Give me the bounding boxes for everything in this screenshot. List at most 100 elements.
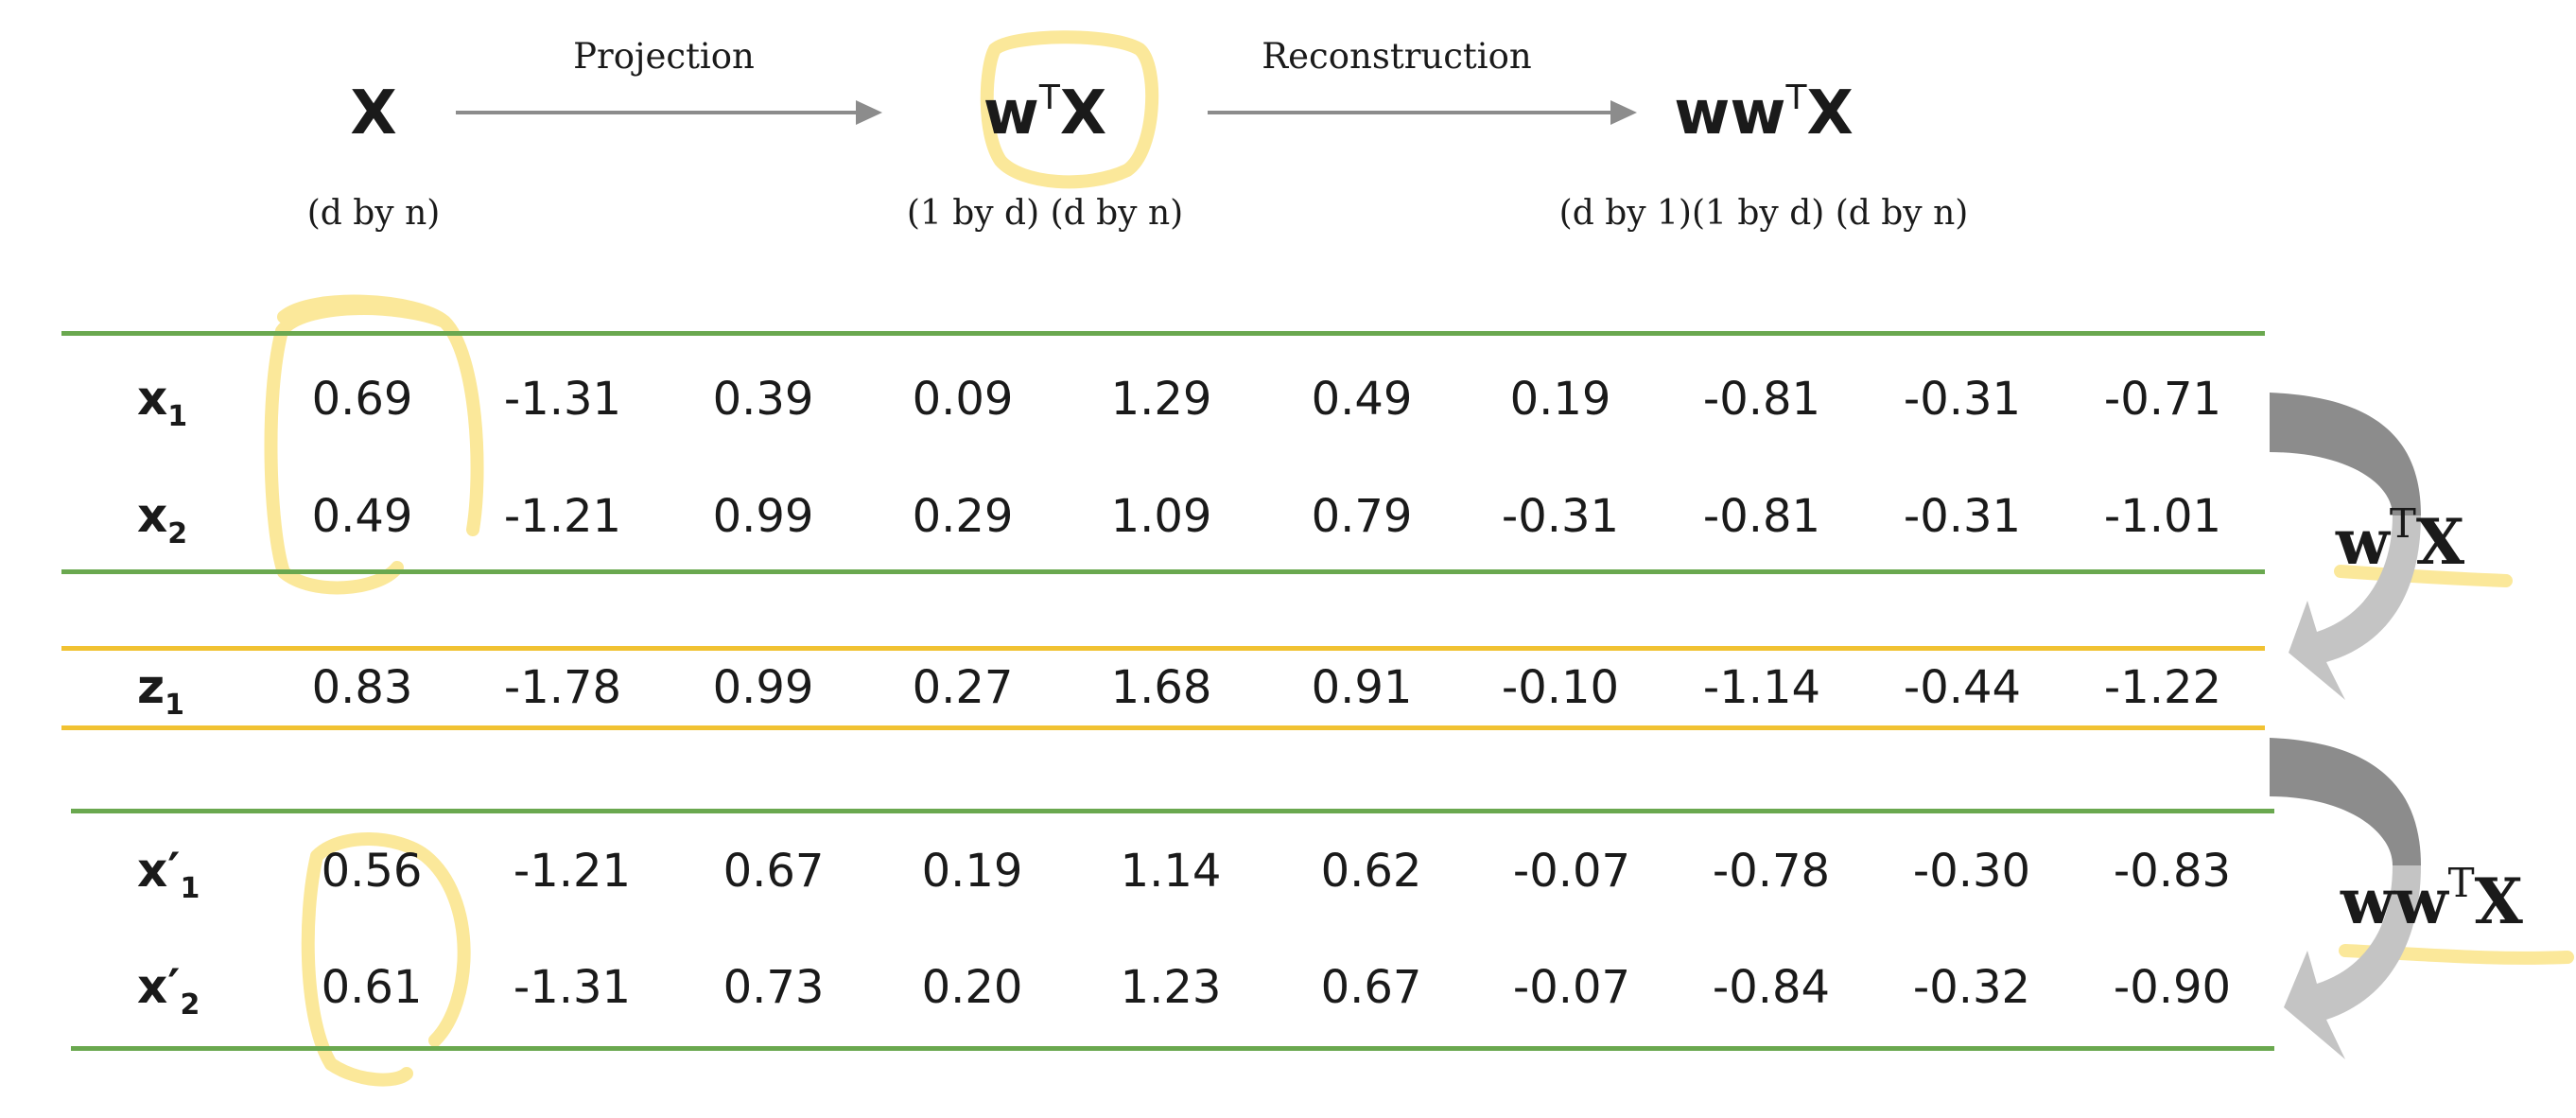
expr-projection-base: X — [1059, 79, 1107, 148]
expr-projection-sup: T — [1038, 79, 1060, 117]
cell-reconstructed-r2-c2: -1.31 — [513, 961, 632, 1014]
row-label-original-1-subscript: 1 — [167, 400, 188, 433]
side-label-projection: wTX — [2336, 504, 2464, 574]
row-label-projected-1-subscript: 1 — [165, 689, 184, 722]
cell-original-r2-c4: 0.29 — [912, 490, 1014, 543]
cell-projected-r1-c7: -0.10 — [1501, 661, 1620, 714]
row-label-original-1-base: x — [137, 371, 168, 426]
cell-original-r2-c10: -1.01 — [2103, 490, 2222, 543]
cell-original-r2-c1: 0.49 — [311, 490, 413, 543]
side-label-reconstruction-w: ww — [2341, 865, 2448, 938]
cell-original-r1-c5: 1.29 — [1110, 373, 1212, 426]
rule-projected-bottom — [61, 725, 2265, 730]
cell-projected-r1-c8: -1.14 — [1702, 661, 1821, 714]
side-arrow-lower — [2270, 738, 2421, 1059]
cell-reconstructed-r1-c1: 0.56 — [321, 845, 423, 898]
cell-original-r1-c4: 0.09 — [912, 373, 1014, 426]
side-label-projection-w: w — [2336, 505, 2390, 579]
expr-reconstruction-sup: T — [1785, 79, 1807, 117]
expr-projection: wTX — [983, 81, 1106, 145]
cell-reconstructed-r1-c2: -1.21 — [513, 845, 632, 898]
row-label-original-1: x1 — [137, 375, 187, 431]
reconstruction-arrow — [1208, 100, 1637, 125]
cell-original-r1-c7: 0.19 — [1509, 373, 1611, 426]
row-label-reconstructed-2-prime: ′ — [167, 959, 181, 1014]
cell-original-r1-c1: 0.69 — [311, 373, 413, 426]
cell-original-r1-c8: -0.81 — [1702, 373, 1821, 426]
cell-reconstructed-r1-c4: 0.19 — [921, 845, 1023, 898]
cell-original-r2-c2: -1.21 — [503, 490, 622, 543]
cell-reconstructed-r2-c1: 0.61 — [321, 961, 423, 1014]
cell-reconstructed-r2-c9: -0.32 — [1912, 961, 2031, 1014]
cell-original-r1-c6: 0.49 — [1311, 373, 1413, 426]
cell-projected-r1-c3: 0.99 — [712, 661, 814, 714]
cell-projected-r1-c4: 0.27 — [912, 661, 1014, 714]
row-label-original-2-subscript: 2 — [167, 517, 188, 550]
row-label-reconstructed-1-base: x — [137, 843, 168, 898]
rule-reconstructed-bottom — [71, 1046, 2274, 1051]
cell-reconstructed-r2-c8: -0.84 — [1712, 961, 1831, 1014]
row-label-reconstructed-2-subscript: 2 — [180, 988, 200, 1022]
expr-reconstruction-base: X — [1806, 79, 1854, 148]
cell-reconstructed-r2-c3: 0.73 — [722, 961, 825, 1014]
cell-reconstructed-r2-c10: -0.90 — [2113, 961, 2232, 1014]
cell-original-r1-c2: -1.31 — [503, 373, 622, 426]
cell-original-r2-c5: 1.09 — [1110, 490, 1212, 543]
cell-projected-r1-c2: -1.78 — [503, 661, 622, 714]
cell-reconstructed-r1-c5: 1.14 — [1120, 845, 1222, 898]
rule-original-top — [61, 331, 2265, 336]
highlight-underline-wtx — [2334, 565, 2513, 587]
cell-projected-r1-c5: 1.68 — [1110, 661, 1212, 714]
row-label-projected-1: z1 — [137, 663, 184, 720]
cell-reconstructed-r1-c10: -0.83 — [2113, 845, 2232, 898]
side-label-projection-base: X — [2415, 505, 2465, 579]
cell-projected-r1-c10: -1.22 — [2103, 661, 2222, 714]
row-label-original-2-base: x — [137, 488, 168, 543]
cell-original-r2-c7: -0.31 — [1501, 490, 1620, 543]
row-label-projected-1-base: z — [137, 659, 165, 714]
rule-original-bottom — [61, 569, 2265, 574]
arrow-label-reconstruction: Reconstruction — [1262, 36, 1532, 77]
cell-projected-r1-c1: 0.83 — [311, 661, 413, 714]
row-label-reconstructed-1: x′1 — [137, 847, 200, 903]
row-label-reconstructed-2: x′2 — [137, 963, 200, 1020]
highlight-column-bottom — [301, 832, 471, 1087]
cell-reconstructed-r1-c6: 0.62 — [1320, 845, 1422, 898]
side-label-reconstruction: wwTX — [2341, 864, 2523, 934]
cell-original-r1-c10: -0.71 — [2103, 373, 2222, 426]
caption-reconstruction: (d by 1)(1 by d) (d by n) — [1558, 194, 1969, 233]
rule-projected-top — [61, 646, 2265, 651]
cell-reconstructed-r2-c6: 0.67 — [1320, 961, 1422, 1014]
cell-original-r2-c9: -0.31 — [1903, 490, 2022, 543]
side-label-projection-sup: T — [2389, 500, 2416, 547]
cell-original-r2-c8: -0.81 — [1702, 490, 1821, 543]
row-label-reconstructed-1-subscript: 1 — [180, 872, 200, 905]
cell-reconstructed-r1-c3: 0.67 — [722, 845, 825, 898]
cell-reconstructed-r2-c4: 0.20 — [921, 961, 1023, 1014]
cell-original-r1-c3: 0.39 — [712, 373, 814, 426]
cell-reconstructed-r1-c7: -0.07 — [1512, 845, 1631, 898]
cell-original-r2-c3: 0.99 — [712, 490, 814, 543]
expr-x: X — [350, 83, 396, 144]
cell-reconstructed-r2-c7: -0.07 — [1512, 961, 1631, 1014]
row-label-reconstructed-1-prime: ′ — [167, 843, 181, 898]
cell-reconstructed-r2-c5: 1.23 — [1120, 961, 1222, 1014]
highlight-column-top — [264, 294, 484, 595]
cell-original-r2-c6: 0.79 — [1311, 490, 1413, 543]
side-label-reconstruction-sup: T — [2447, 860, 2475, 906]
caption-projection: (1 by d) (d by n) — [906, 194, 1184, 233]
side-label-reconstruction-base: X — [2474, 865, 2523, 938]
caption-x: (d by n) — [306, 194, 441, 233]
projection-arrow — [456, 100, 882, 125]
side-arrow-upper — [2270, 393, 2421, 700]
highlight-wtx-circle — [980, 30, 1159, 189]
expr-x-base: X — [350, 79, 397, 148]
expr-reconstruction: wwTX — [1674, 81, 1854, 145]
row-label-original-2: x2 — [137, 492, 187, 549]
cell-projected-r1-c9: -0.44 — [1903, 661, 2022, 714]
cell-original-r1-c9: -0.31 — [1903, 373, 2022, 426]
arrow-label-projection: Projection — [573, 36, 755, 77]
cell-reconstructed-r1-c9: -0.30 — [1912, 845, 2031, 898]
rule-reconstructed-top — [71, 809, 2274, 813]
